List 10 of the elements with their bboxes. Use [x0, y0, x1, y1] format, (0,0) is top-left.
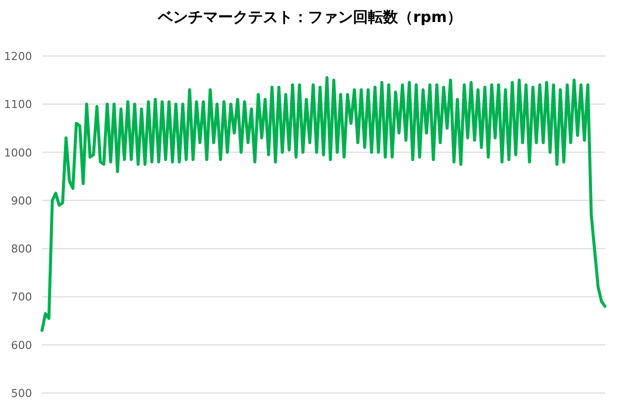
- line-series: [40, 76, 606, 332]
- y-tick-label: 500: [11, 387, 32, 400]
- y-tick-label: 800: [11, 242, 32, 256]
- y-tick-label: 600: [11, 338, 32, 352]
- y-tick-label: 1000: [4, 146, 32, 160]
- y-tick-label: 1200: [4, 50, 32, 63]
- y-tick-label: 1100: [4, 98, 32, 112]
- y-tick-label: 900: [11, 194, 32, 208]
- y-tick-label: 700: [11, 290, 32, 304]
- chart-title: ベンチマークテスト：ファン回転数（rpm）: [157, 8, 462, 26]
